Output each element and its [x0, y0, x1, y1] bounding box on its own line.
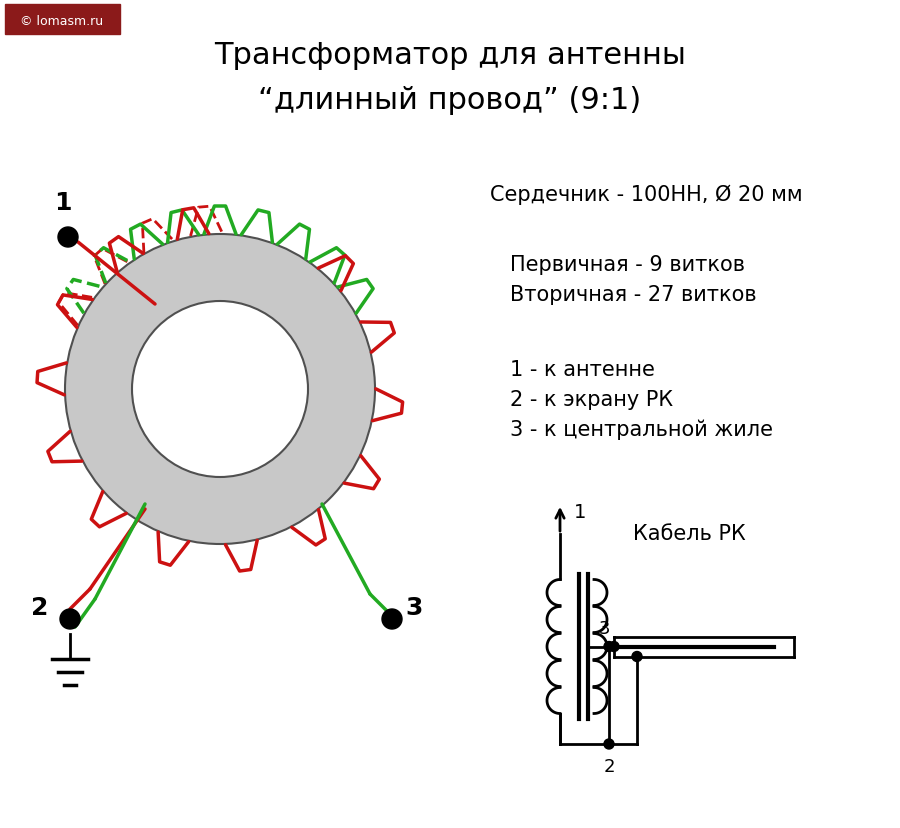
Circle shape	[58, 228, 78, 248]
Text: 3: 3	[405, 595, 423, 619]
Text: Кабель РК: Кабель РК	[633, 523, 745, 543]
Text: 2 - к экрану РК: 2 - к экрану РК	[510, 389, 673, 410]
Circle shape	[609, 642, 619, 652]
Text: 3: 3	[598, 619, 610, 638]
Circle shape	[60, 609, 80, 629]
Bar	[5, 5, 120, 35]
Text: © lomasm.ru: © lomasm.ru	[21, 14, 104, 27]
Text: 2: 2	[32, 595, 49, 619]
Circle shape	[604, 739, 614, 749]
Text: 1: 1	[54, 190, 72, 214]
Text: Вторичная - 27 витков: Вторичная - 27 витков	[510, 285, 757, 305]
Text: 1: 1	[574, 503, 587, 522]
Text: “длинный провод” (9:1): “длинный провод” (9:1)	[258, 85, 642, 114]
Circle shape	[65, 234, 375, 544]
Text: Первичная - 9 витков: Первичная - 9 витков	[510, 255, 745, 275]
Text: Сердечник - 100НН, Ø 20 мм: Сердечник - 100НН, Ø 20 мм	[490, 185, 803, 205]
Circle shape	[604, 642, 614, 652]
Text: 3 - к центральной жиле: 3 - к центральной жиле	[510, 419, 773, 440]
Circle shape	[632, 652, 642, 662]
Text: Трансформатор для антенны: Трансформатор для антенны	[214, 41, 686, 70]
Text: 1 - к антенне: 1 - к антенне	[510, 359, 655, 379]
Circle shape	[132, 301, 308, 478]
Text: 2: 2	[603, 757, 615, 775]
Circle shape	[382, 609, 402, 629]
